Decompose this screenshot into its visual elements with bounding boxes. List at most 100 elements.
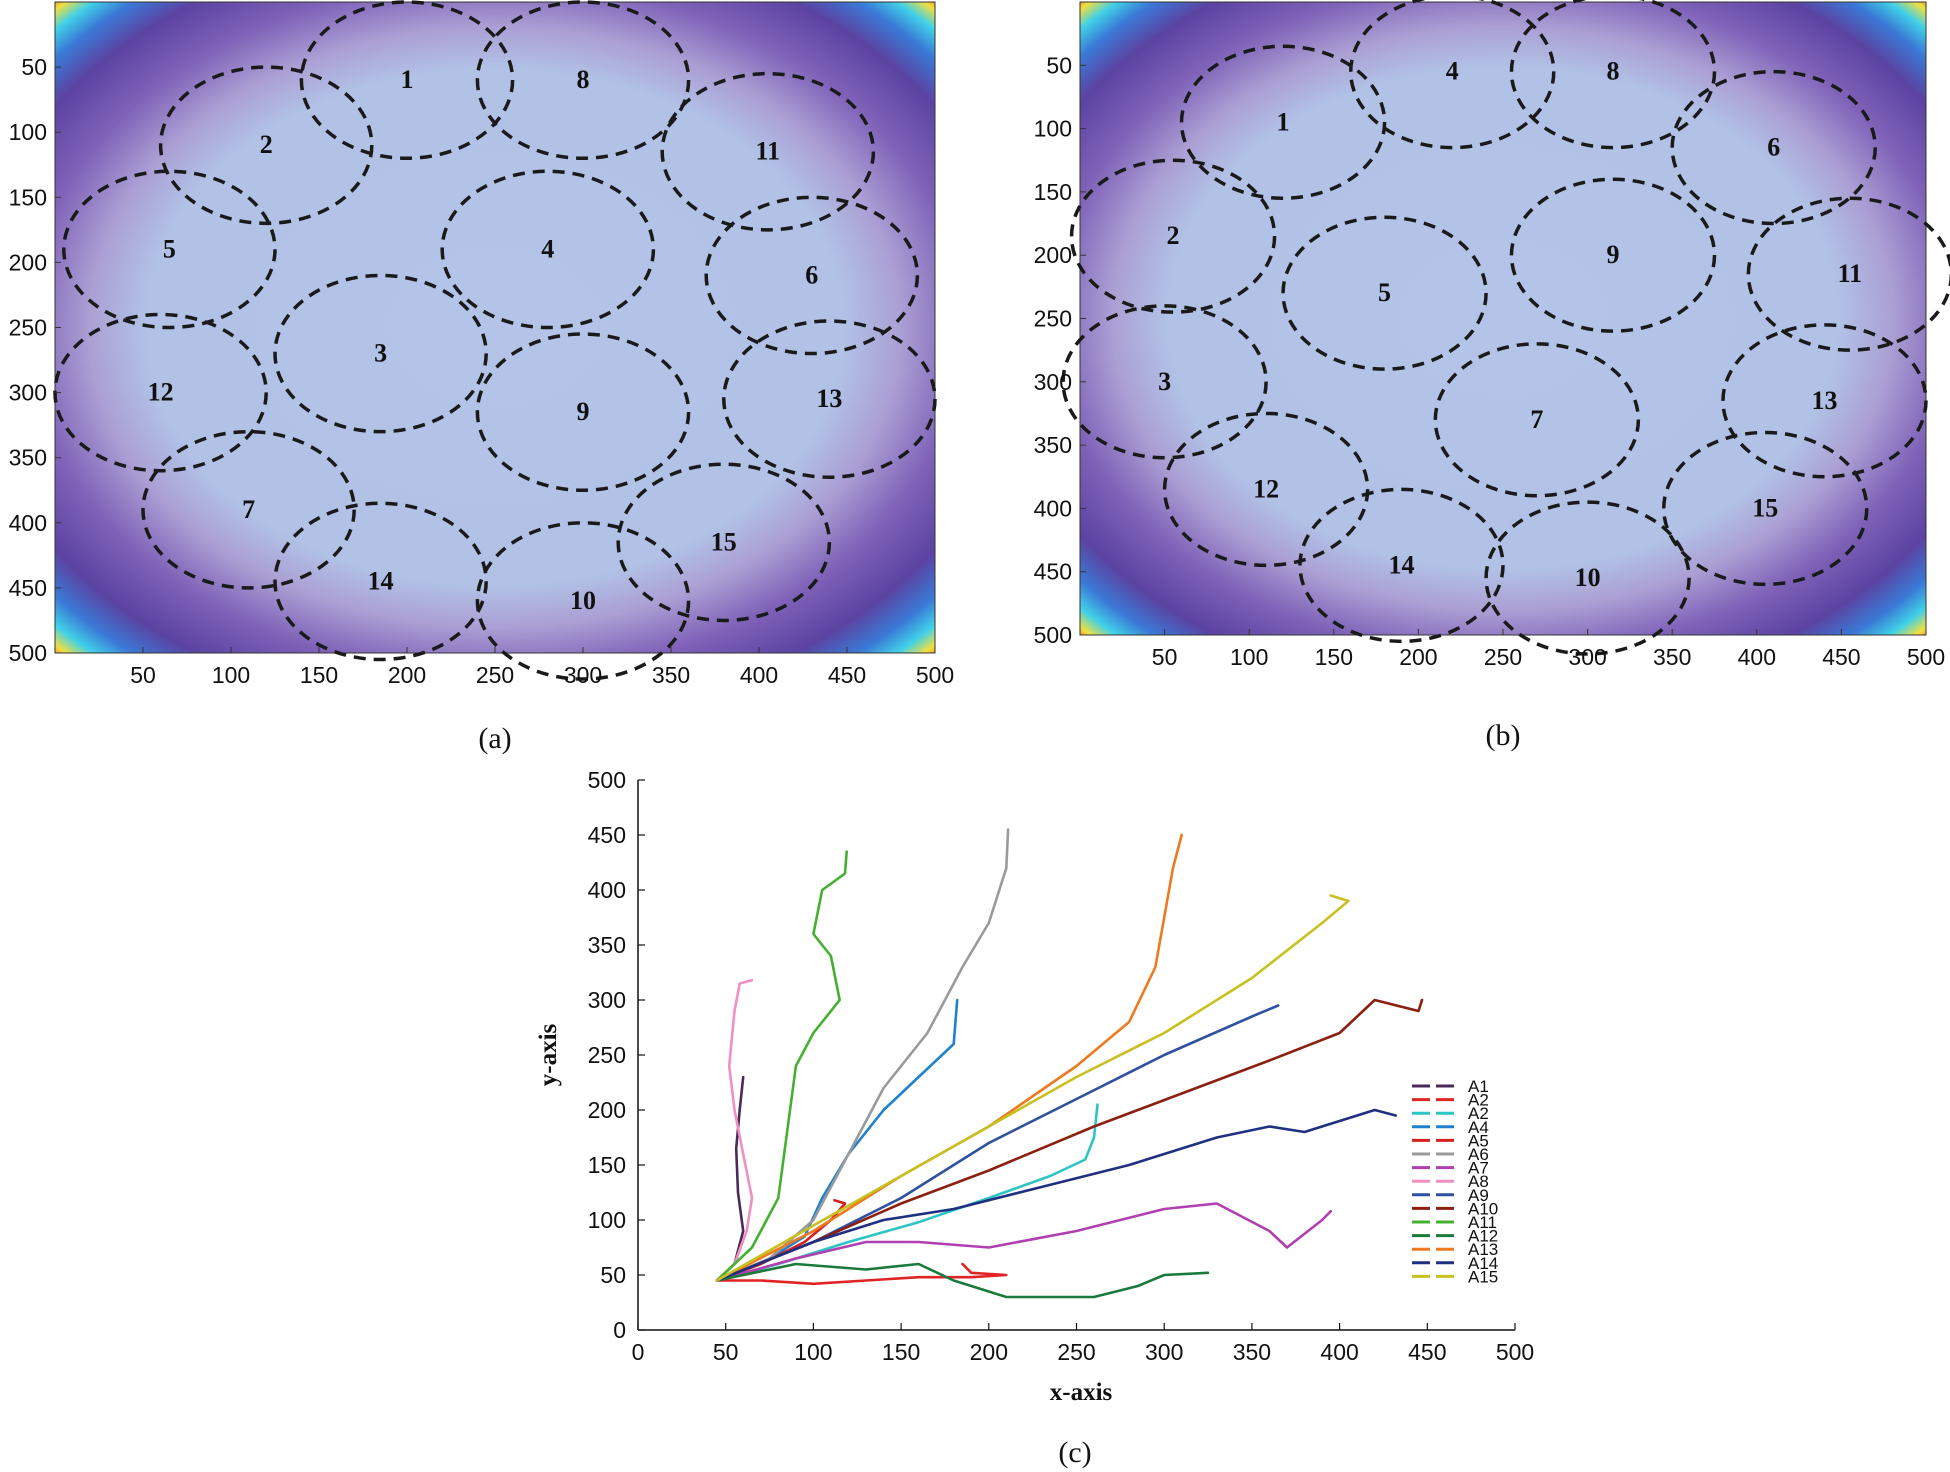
panel-c-legend-label-6: A6	[1468, 1145, 1489, 1164]
panel-a-circle-10	[475, 521, 691, 681]
panel-a-x-tick-label: 400	[740, 662, 778, 688]
panel-c-series-line-10	[715, 998, 1424, 1282]
panel-a-circle-label-7: 7	[242, 495, 255, 524]
panel-c-y-tick-label: 50	[600, 1262, 626, 1288]
panel-c-legend-label-12: A12	[1468, 1227, 1498, 1246]
panel-a-y-tick-label: 350	[9, 445, 47, 471]
panel-b-x-tick-label: 250	[1484, 644, 1522, 670]
panel-c-legend-label-11: A11	[1468, 1213, 1497, 1232]
panel-a-x-tick-label: 250	[476, 662, 514, 688]
panel-a-y-tick-label: 500	[9, 640, 47, 666]
panel-a-y-tick-label: 450	[9, 575, 47, 601]
panel-c-y-tick-label: 350	[588, 932, 626, 958]
panel-b-y-tick-label: 100	[1034, 116, 1072, 142]
panel-c-series-line-15	[715, 894, 1350, 1282]
panel-b-y-tick-label: 150	[1034, 179, 1072, 205]
panel-a-circle-4	[440, 169, 656, 330]
panel-a-x-tick-label: 100	[212, 662, 250, 688]
panel-a-circle-label-12: 12	[148, 378, 174, 407]
panel-a-x-tick-label: 300	[564, 662, 602, 688]
panel-b-circle-label-2: 2	[1167, 221, 1180, 250]
panel-a-x-tick-label: 500	[916, 662, 954, 688]
panel-b-circle-label-6: 6	[1767, 133, 1780, 162]
panel-b-circle-label-8: 8	[1606, 57, 1619, 86]
panel-c-x-label: x-axis	[1050, 1379, 1113, 1406]
panel-b-circle-label-10: 10	[1575, 563, 1601, 592]
panel-c-x-tick-label: 100	[794, 1339, 832, 1365]
panel-b-x-tick-label: 350	[1653, 644, 1691, 670]
panel-c-caption: (c)	[1058, 1436, 1091, 1469]
panel-b-circle-8	[1509, 0, 1717, 150]
panel-b-x-tick-label: 500	[1907, 644, 1945, 670]
panel-b-x-tick-label: 100	[1230, 644, 1268, 670]
panel-b-y-tick-label: 400	[1034, 495, 1072, 521]
panel-b-circle-label-1: 1	[1277, 107, 1290, 136]
panel-a-y-tick-label: 400	[9, 510, 47, 536]
panel-c-y-label: y-axis	[535, 1023, 562, 1086]
panel-c-legend-label-3: A2	[1468, 1104, 1489, 1123]
panel-c-x-tick-label: 450	[1408, 1339, 1446, 1365]
panel-c-legend-label-13: A13	[1468, 1240, 1498, 1259]
panel-c-series-line-2	[715, 1262, 1008, 1286]
panel-a-circle-label-3: 3	[374, 339, 387, 368]
panel-b-circle-6	[1670, 69, 1877, 226]
panel-b-circle-label-12: 12	[1253, 474, 1279, 503]
panel-b-circle-10	[1484, 500, 1691, 656]
panel-c-series-line-12	[715, 1262, 1210, 1299]
panel-c-x-tick-label: 150	[882, 1339, 920, 1365]
panel-c-legend-label-14: A14	[1468, 1254, 1498, 1273]
panel-a-circle-14	[273, 501, 488, 662]
panel-b-x-tick-label: 200	[1399, 644, 1437, 670]
panel-b-y-tick-label: 350	[1034, 432, 1072, 458]
panel-b-y-tick-label: 450	[1034, 559, 1072, 585]
panel-c-series-line-13	[715, 833, 1183, 1282]
panel-a-circle-label-13: 13	[816, 384, 842, 413]
panel-a-circle-label-9: 9	[577, 397, 590, 426]
panel-b-circle-12	[1162, 411, 1370, 568]
panel-b-y-tick-label: 500	[1034, 622, 1072, 648]
panel-b-circle-label-14: 14	[1388, 550, 1414, 579]
panel-a-caption: (a)	[478, 722, 511, 755]
panel-c-y-tick-label: 500	[588, 767, 626, 793]
panel-c-line-chart: 0 50 100 150 200 250 300 350 400 450 500 0 50 100 150…	[535, 767, 1534, 1469]
panel-a-circle-2	[158, 65, 374, 226]
panel-a-circle-6	[704, 195, 920, 356]
panel-c-y-tick-label: 250	[588, 1042, 626, 1068]
panel-c-x-tick-label: 50	[713, 1339, 739, 1365]
panel-a-circle-8	[475, 0, 691, 160]
panel-a-circle-5	[62, 169, 277, 330]
panel-b-circle-7	[1433, 342, 1641, 498]
panel-a-circle-label-11: 11	[756, 137, 781, 166]
panel-b-circle-label-4: 4	[1446, 57, 1459, 86]
panel-a-y-tick-label: 300	[9, 380, 47, 406]
panel-c-y-tick-label: 100	[588, 1207, 626, 1233]
panel-c-legend-label-4: A4	[1468, 1118, 1489, 1137]
panel-b-circle-5	[1281, 215, 1488, 371]
panel-b-circle-label-3: 3	[1158, 367, 1171, 396]
panel-c-x-tick-label: 200	[970, 1339, 1008, 1365]
panel-b-y-tick-label: 250	[1034, 306, 1072, 332]
panel-b-y-tick-label: 300	[1034, 369, 1072, 395]
panel-a-x-tick-label: 450	[828, 662, 866, 688]
panel-c-x-tick-label: 0	[632, 1339, 645, 1365]
panel-c-y-tick-label: 150	[588, 1152, 626, 1178]
panel-c-legend-label-5: A5	[1468, 1131, 1489, 1150]
panel-c-y-tick-label: 200	[588, 1097, 626, 1123]
panel-b-circle-4	[1349, 0, 1556, 150]
panel-a-circle-1	[299, 0, 515, 160]
panel-a-x-tick-label: 50	[130, 662, 156, 688]
panel-b-x-tick-label: 400	[1738, 644, 1776, 670]
panel-c-series-line-11	[715, 850, 849, 1282]
panel-c-legend-label-15: A15	[1468, 1267, 1498, 1286]
panel-b-circle-13	[1721, 323, 1928, 479]
panel-a-circle-label-2: 2	[260, 130, 273, 159]
panel-a-circle-label-4: 4	[541, 234, 554, 263]
panel-b-x-tick-label: 450	[1822, 644, 1860, 670]
panel-c-x-tick-label: 300	[1145, 1339, 1183, 1365]
panel-c-series-line-6	[715, 828, 1010, 1282]
panel-a-y-tick-label: 250	[9, 315, 47, 341]
panel-c-legend-label-9: A9	[1468, 1186, 1489, 1205]
panel-a-y-tick-label: 150	[9, 184, 47, 210]
